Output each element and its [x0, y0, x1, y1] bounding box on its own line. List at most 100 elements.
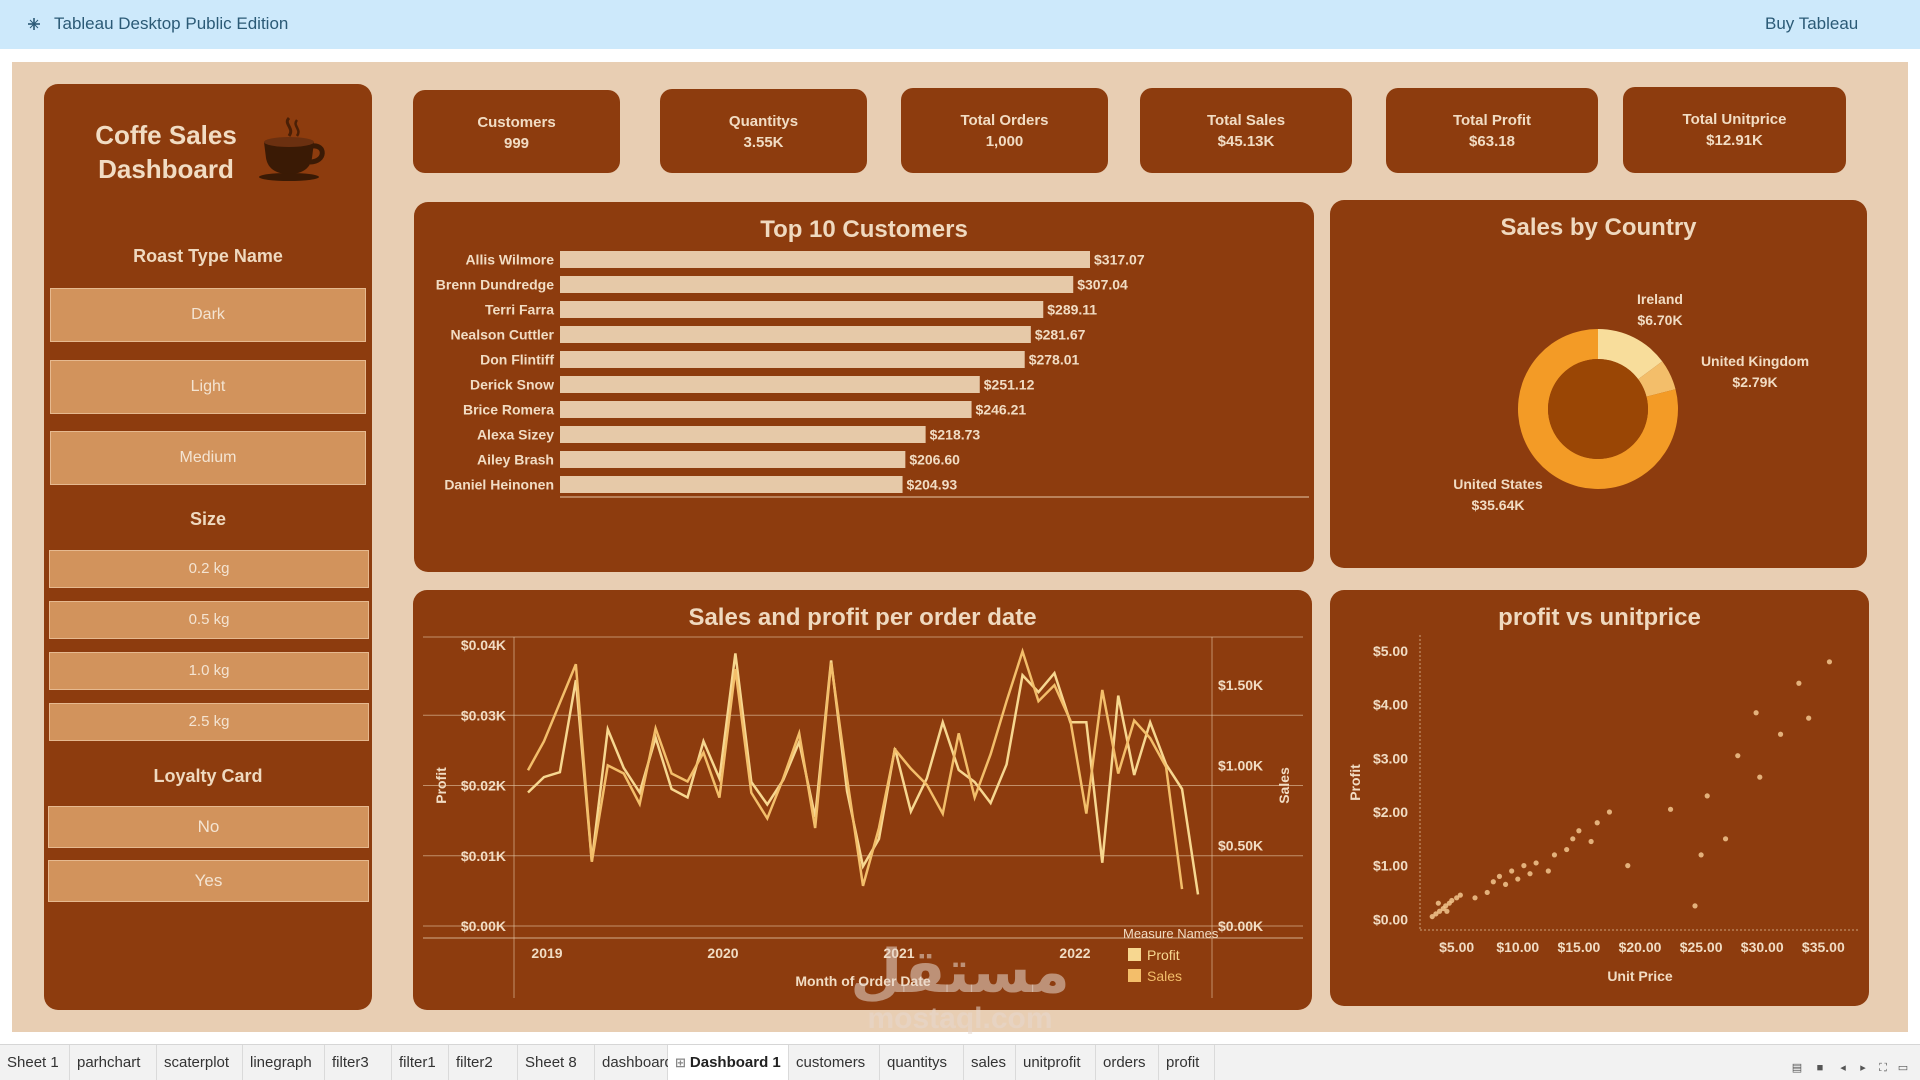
scatter-point	[1454, 895, 1460, 901]
profit-unitprice-panel: profit vs unitprice $0.00 $1.00 $2.00 $3.00…	[1330, 590, 1869, 1006]
tableau-logo-icon	[28, 18, 40, 30]
title-bar: Tableau Desktop Public Edition Buy Table…	[0, 0, 1920, 49]
country-name-label: United Kingdom	[1701, 353, 1809, 369]
kpi-total-profit: Total Profit $63.18	[1386, 88, 1598, 173]
tab-label: linegraph	[250, 1054, 312, 1071]
loyalty-option-yes[interactable]: Yes	[48, 860, 369, 902]
profit-tick-label: $0.00K	[461, 918, 506, 934]
kpi-quantitys-label: Quantitys	[728, 113, 799, 130]
donut-hole	[1548, 359, 1648, 459]
tab-scroll-left-icon[interactable]: ◂	[1840, 1062, 1846, 1074]
customer-label: Derick Snow	[470, 377, 554, 393]
kpi-total-orders: Total Orders 1,000	[901, 88, 1108, 173]
tab-scroll-right-icon[interactable]: ▸	[1860, 1062, 1866, 1074]
kpi-customers-label: Customers	[477, 114, 556, 131]
scatter-point	[1777, 731, 1784, 737]
tab-sales[interactable]: sales	[964, 1045, 1016, 1080]
scatter-point	[1704, 793, 1710, 799]
tab-parhchart[interactable]: parhchart	[70, 1045, 157, 1080]
grid-view-icon[interactable]: ■	[1816, 1062, 1824, 1074]
tab-label: dashboard	[602, 1054, 673, 1071]
tab-label: Sheet 8	[525, 1054, 577, 1071]
customer-label: Alexa Sizey	[477, 427, 554, 443]
scatter-point	[1490, 879, 1496, 885]
tab-quantitys[interactable]: quantitys	[880, 1045, 964, 1080]
customer-label: Don Flintiff	[480, 352, 554, 368]
dashboard-tab-icon: ⊞	[675, 1055, 686, 1070]
scatter-point	[1625, 863, 1631, 869]
kpi-total-orders-value: 1,000	[985, 133, 1024, 150]
country-value-label: $2.79K	[1732, 374, 1777, 390]
scatter-point	[1667, 806, 1674, 812]
legend-title: Measure Names	[1123, 926, 1219, 941]
sales-tick-label: $1.00K	[1218, 757, 1263, 773]
country-name-label: Ireland	[1637, 291, 1683, 307]
scatter-x-axis-title: Unit Price	[1607, 968, 1673, 984]
year-tick-label: 2020	[707, 945, 738, 961]
scatter-point	[1722, 836, 1729, 842]
country-slice	[1638, 361, 1676, 397]
fit-screen-icon[interactable]: ⛶	[1879, 1062, 1887, 1074]
kpi-total-sales-label: Total Sales	[1206, 112, 1286, 129]
legend-swatch	[1128, 969, 1141, 982]
scatter-y-tick-label: $5.00	[1373, 643, 1408, 659]
coffee-cup-icon	[259, 116, 325, 181]
filmstrip-view-icon[interactable]: ▤	[1791, 1062, 1803, 1074]
customer-bar	[560, 376, 980, 393]
scatter-point	[1757, 774, 1763, 780]
scatter-x-tick-label: $35.00	[1802, 939, 1845, 955]
loyalty-option-no[interactable]: No	[48, 806, 369, 848]
tab-filter1[interactable]: filter1	[392, 1045, 449, 1080]
customer-label: Ailey Brash	[477, 452, 554, 468]
sales-profit-title: Sales and profit per order date	[688, 604, 1037, 631]
presentation-mode-icon[interactable]: ▭	[1897, 1062, 1909, 1074]
customer-bar	[560, 326, 1031, 343]
buy-tableau-link[interactable]: Buy Tableau	[1765, 14, 1859, 33]
kpi-total-orders-label: Total Orders	[960, 112, 1049, 129]
tab-linegraph[interactable]: linegraph	[243, 1045, 325, 1080]
tab-filter3[interactable]: filter3	[325, 1045, 392, 1080]
scatter-point	[1692, 903, 1698, 909]
tab-sheet-8[interactable]: Sheet 8	[518, 1045, 595, 1080]
scatter-point	[1472, 895, 1478, 901]
customer-value-label: $281.67	[1035, 327, 1086, 343]
roast-option-medium[interactable]: Medium	[50, 431, 366, 485]
scatter-y-tick-label: $1.00	[1373, 858, 1408, 874]
scatter-y-tick-label: $3.00	[1373, 750, 1408, 766]
series-line-sales	[526, 647, 1184, 890]
tab-label: filter3	[332, 1054, 369, 1071]
kpi-customers-value: 999	[503, 135, 530, 152]
tab-customers[interactable]: customers	[789, 1045, 880, 1080]
customer-bar	[560, 426, 926, 443]
roast-option-dark[interactable]: Dark	[50, 288, 366, 342]
tab-sheet-1[interactable]: Sheet 1	[0, 1045, 70, 1080]
customer-value-label: $251.12	[984, 377, 1035, 393]
tab-dashboard[interactable]: dashboard	[595, 1045, 673, 1080]
size-option-0-5kg[interactable]: 0.5 kg	[49, 601, 369, 639]
tab-orders[interactable]: orders	[1096, 1045, 1159, 1080]
tab-label: unitprofit	[1023, 1054, 1081, 1071]
tab-label: filter2	[456, 1054, 493, 1071]
size-option-0-2kg[interactable]: 0.2 kg	[49, 550, 369, 588]
tab-profit[interactable]: profit	[1159, 1045, 1215, 1080]
tab-unitprofit[interactable]: unitprofit	[1016, 1045, 1096, 1080]
tab-label: filter1	[399, 1054, 436, 1071]
size-option-2-5kg[interactable]: 2.5 kg	[49, 703, 369, 741]
tab-dashboard-1[interactable]: ⊞ Dashboard 1	[668, 1045, 789, 1080]
roast-option-light[interactable]: Light	[50, 360, 366, 414]
tab-label: orders	[1103, 1054, 1146, 1071]
customer-value-label: $278.01	[1029, 352, 1080, 368]
tab-scaterplot[interactable]: scaterplot	[157, 1045, 243, 1080]
scatter-point	[1527, 871, 1533, 877]
tab-filter2[interactable]: filter2	[449, 1045, 518, 1080]
kpi-customers: Customers 999	[413, 90, 620, 173]
scatter-point	[1564, 846, 1570, 853]
sales-tick-label: $0.50K	[1218, 838, 1263, 854]
sales-profit-chart: $0.00K $0.01K $0.02K $0.03K $0.04K $0.00K $0.5…	[423, 636, 1303, 998]
dashboard-title-line1: Coffe Sales	[95, 120, 237, 150]
scatter-point	[1484, 889, 1490, 896]
scatter-point	[1502, 881, 1509, 888]
kpi-total-sales-value: $45.13K	[1217, 133, 1275, 150]
size-option-1-0kg[interactable]: 1.0 kg	[49, 652, 369, 690]
scatter-point	[1576, 828, 1582, 834]
